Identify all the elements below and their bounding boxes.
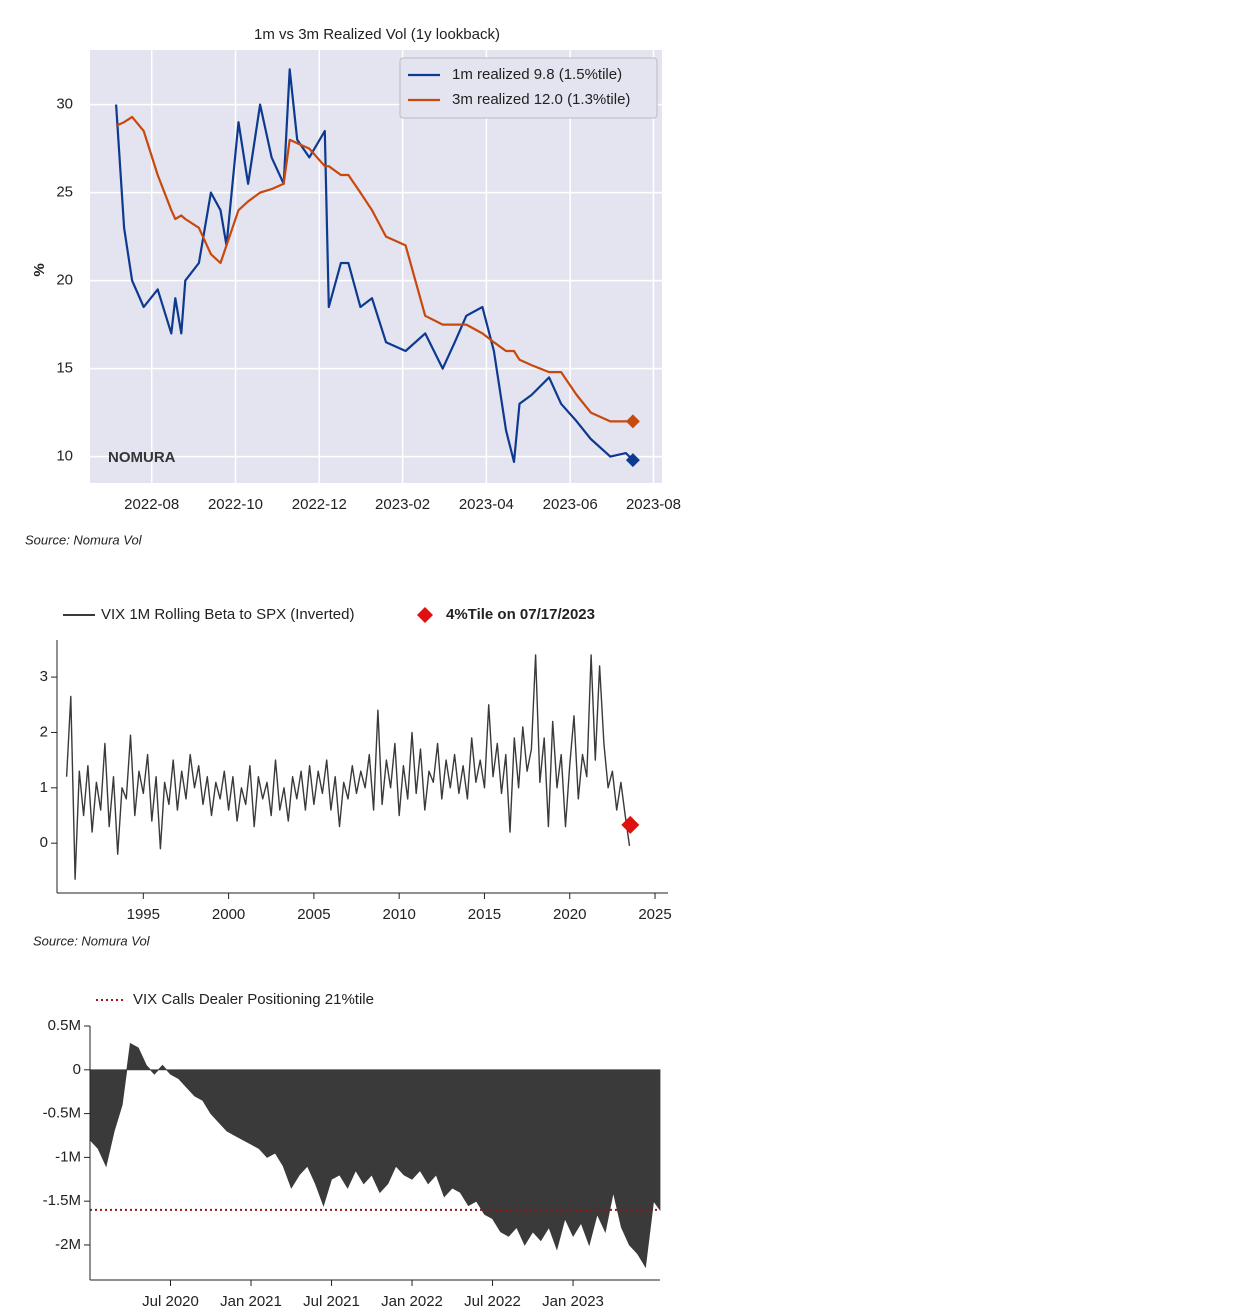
x-tick-label: 2020: [553, 906, 586, 923]
x-tick-label: 2023-04: [459, 496, 514, 513]
y-tick-label: -1.5M: [43, 1192, 81, 1209]
x-tick-label: 2023-02: [375, 496, 430, 513]
series-line: [115, 68, 634, 463]
x-tick-label: 2023-08: [626, 496, 681, 513]
y-tick-label: 2: [40, 723, 48, 740]
source: Source: Nomura Vol: [33, 933, 151, 948]
last-point-marker: [625, 414, 640, 429]
x-tick-label: 2015: [468, 906, 501, 923]
watermark: NOMURA: [108, 449, 176, 466]
x-tick-label: 2022-12: [292, 496, 347, 513]
series-line: [115, 115, 633, 423]
x-tick-label: Jul 2021: [303, 1293, 360, 1310]
legend-label: 3m realized 12.0 (1.3%tile): [452, 91, 630, 108]
y-tick-label: 15: [56, 360, 73, 377]
y-tick-label: 0: [40, 834, 48, 851]
x-tick-label: 2010: [382, 906, 415, 923]
y-tick-label: -2M: [55, 1236, 81, 1253]
y-tick-label: 25: [56, 184, 73, 201]
y-tick-label: -0.5M: [43, 1105, 81, 1122]
x-tick-label: 2005: [297, 906, 330, 923]
x-tick-label: 1995: [127, 906, 160, 923]
x-tick-label: Jul 2020: [142, 1293, 199, 1310]
legend-label: 1m realized 9.8 (1.5%tile): [452, 66, 622, 83]
y-axis-label: %: [31, 263, 48, 276]
chart-title: 1m vs 3m Realized Vol (1y lookback): [254, 26, 500, 43]
legend-marker: [417, 607, 433, 623]
y-tick-label: 0.5M: [48, 1017, 81, 1034]
legend-label: VIX Calls Dealer Positioning 21%tile: [133, 991, 374, 1008]
highlight-marker: [621, 815, 640, 834]
area: [89, 1042, 661, 1269]
y-tick-label: 3: [40, 668, 48, 685]
legend-box: [399, 57, 658, 119]
legend-label: 4%Tile on 07/17/2023: [446, 606, 595, 623]
x-tick-label: 2022-08: [124, 496, 179, 513]
x-tick-label: Jan 2023: [542, 1293, 604, 1310]
x-tick-label: Jan 2022: [381, 1293, 443, 1310]
last-point-marker: [625, 453, 640, 468]
y-tick-label: 20: [56, 272, 73, 289]
source: Source: Nomura Vol: [25, 532, 143, 547]
y-tick-label: -1M: [55, 1148, 81, 1165]
y-tick-label: 1: [40, 779, 48, 796]
x-tick-label: 2023-06: [543, 496, 598, 513]
x-tick-label: 2022-10: [208, 496, 263, 513]
x-tick-label: 2025: [638, 906, 671, 923]
y-tick-label: 0: [73, 1061, 81, 1078]
x-tick-label: Jul 2022: [464, 1293, 521, 1310]
series-line: [65, 654, 631, 880]
x-tick-label: Jan 2021: [220, 1293, 282, 1310]
x-tick-label: 2000: [212, 906, 245, 923]
y-tick-label: 30: [56, 96, 73, 113]
legend-label: VIX 1M Rolling Beta to SPX (Inverted): [101, 606, 354, 623]
y-tick-label: 10: [56, 448, 73, 465]
